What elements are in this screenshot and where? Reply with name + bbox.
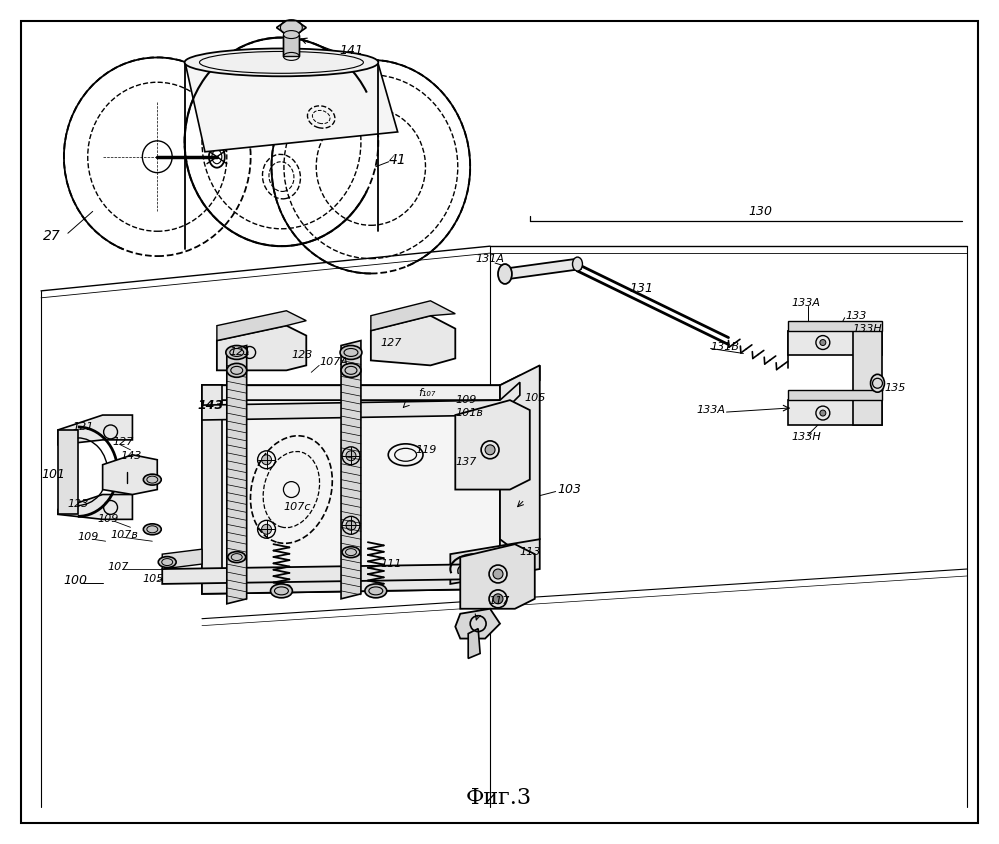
Text: 121: 121 — [73, 422, 94, 432]
Circle shape — [494, 569, 502, 579]
Circle shape — [346, 451, 356, 461]
Ellipse shape — [158, 556, 176, 567]
Circle shape — [262, 524, 272, 534]
Polygon shape — [456, 400, 529, 490]
Polygon shape — [788, 331, 882, 355]
Ellipse shape — [499, 264, 511, 284]
Polygon shape — [58, 430, 78, 514]
Polygon shape — [202, 365, 539, 400]
Text: 100: 100 — [63, 575, 87, 587]
Ellipse shape — [227, 364, 247, 377]
Text: 117: 117 — [489, 596, 509, 606]
Polygon shape — [202, 385, 222, 589]
Text: 137: 137 — [456, 457, 477, 467]
Polygon shape — [788, 400, 882, 425]
Circle shape — [346, 521, 356, 530]
Text: 105: 105 — [143, 574, 164, 584]
Text: 131: 131 — [629, 283, 653, 295]
Ellipse shape — [228, 552, 246, 563]
Polygon shape — [227, 345, 247, 603]
Ellipse shape — [144, 524, 161, 535]
Circle shape — [494, 594, 502, 603]
Ellipse shape — [572, 257, 582, 271]
Text: 113: 113 — [519, 547, 541, 557]
Polygon shape — [277, 20, 307, 35]
Circle shape — [486, 445, 496, 455]
Text: 119: 119 — [416, 445, 437, 455]
Text: Фиг.3: Фиг.3 — [466, 787, 532, 809]
Polygon shape — [202, 382, 519, 420]
Text: 123: 123 — [68, 500, 89, 510]
Text: 27: 27 — [43, 230, 61, 243]
Ellipse shape — [185, 48, 379, 76]
Ellipse shape — [342, 547, 360, 558]
Ellipse shape — [365, 584, 387, 598]
Polygon shape — [185, 62, 398, 152]
Polygon shape — [58, 415, 133, 445]
Polygon shape — [451, 539, 539, 584]
Polygon shape — [788, 321, 882, 331]
Text: 109: 109 — [78, 533, 99, 542]
Text: 131B: 131B — [710, 342, 739, 351]
Text: 107A: 107A — [320, 357, 349, 367]
Polygon shape — [341, 340, 361, 599]
Text: 109: 109 — [456, 395, 477, 405]
Text: 127: 127 — [113, 437, 134, 446]
Polygon shape — [371, 300, 456, 331]
Text: 133H: 133H — [853, 323, 882, 333]
Polygon shape — [103, 455, 157, 495]
Text: 141: 141 — [339, 44, 363, 57]
Polygon shape — [162, 549, 202, 569]
Text: 107c: 107c — [284, 502, 311, 512]
Polygon shape — [217, 326, 307, 371]
Ellipse shape — [226, 345, 248, 360]
Text: 107в: 107в — [111, 530, 139, 540]
Text: f₁₀₇: f₁₀₇ — [419, 388, 436, 398]
Polygon shape — [202, 385, 500, 594]
Text: 131A: 131A — [476, 254, 504, 264]
Text: 133A: 133A — [696, 405, 725, 415]
Text: 133A: 133A — [791, 298, 820, 308]
Ellipse shape — [271, 584, 293, 598]
Text: 101в: 101в — [456, 408, 484, 418]
Polygon shape — [469, 629, 481, 658]
Polygon shape — [217, 311, 307, 340]
Polygon shape — [162, 547, 509, 584]
Circle shape — [262, 455, 272, 465]
Polygon shape — [500, 365, 539, 555]
Text: 130: 130 — [748, 205, 772, 218]
Ellipse shape — [144, 474, 161, 485]
Polygon shape — [58, 495, 133, 519]
Text: 133: 133 — [846, 311, 867, 321]
Ellipse shape — [870, 375, 884, 392]
Circle shape — [820, 410, 826, 416]
Polygon shape — [456, 609, 500, 639]
Text: 109: 109 — [98, 514, 119, 524]
Polygon shape — [788, 390, 882, 400]
Text: 105: 105 — [524, 393, 546, 403]
Polygon shape — [501, 259, 581, 279]
Text: 111: 111 — [381, 559, 403, 569]
Text: 133H: 133H — [791, 432, 821, 442]
Text: 103: 103 — [557, 483, 581, 496]
Polygon shape — [371, 316, 456, 365]
Text: 143: 143 — [121, 451, 142, 461]
Text: 143: 143 — [197, 398, 223, 412]
Text: 121: 121 — [230, 348, 251, 358]
Text: 123: 123 — [292, 350, 313, 360]
Ellipse shape — [341, 364, 361, 377]
Text: 41: 41 — [389, 153, 407, 167]
Bar — [284, 35, 300, 57]
Text: 107: 107 — [108, 562, 129, 572]
Ellipse shape — [284, 30, 300, 39]
Polygon shape — [500, 376, 519, 574]
Ellipse shape — [340, 345, 362, 360]
Polygon shape — [461, 544, 534, 609]
Text: 135: 135 — [884, 383, 906, 393]
Circle shape — [820, 339, 826, 345]
Polygon shape — [853, 331, 882, 425]
Polygon shape — [202, 555, 519, 594]
Text: 101: 101 — [41, 468, 65, 481]
Text: 127: 127 — [381, 338, 403, 348]
